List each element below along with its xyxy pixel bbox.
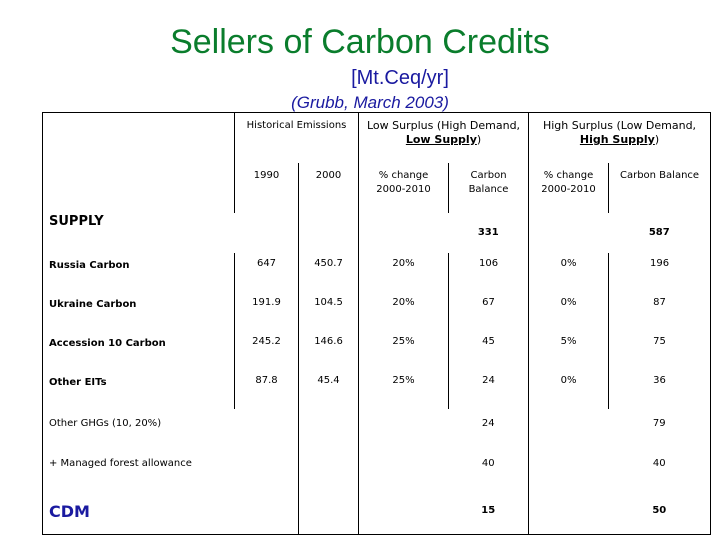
units-subtitle: [Mt.Ceq/yr] [351,67,449,89]
header-row-groups: Historical Emissions Low Surplus (High D… [42,112,712,163]
other-ghgs-label: Other GHGs (10, 20%) [42,408,235,449]
high-surplus-text: High Surplus (Low Demand, [542,119,697,132]
header-high-surplus: High Surplus (Low Demand, High Supply) [528,112,712,163]
table-row: Accession 10 Carbon 245.2 146.6 25% 45 5… [42,330,712,370]
supply-2000 [297,212,360,253]
other-ghgs-balance-high: 79 [608,408,712,449]
carbon-sellers-table: Historical Emissions Low Surplus (High D… [42,112,712,535]
cell-balance-high: 196 [608,252,712,292]
cell-balance-high: 75 [608,330,712,370]
cdm-1990 [234,488,299,535]
cell-balance-low: 106 [448,252,530,292]
cdm-row: CDM 15 50 [42,488,712,535]
cell-2000: 450.7 [297,252,360,292]
supply-row: SUPPLY 331 587 [42,212,712,253]
cell-pct-high: 0% [528,291,610,331]
cell-pct-low: 25% [358,330,450,370]
high-supply-emph: High Supply [579,133,655,146]
cell-balance-low: 45 [448,330,530,370]
supply-pct-low [358,212,449,253]
low-surplus-text: Low Surplus (High Demand, [366,119,521,132]
cell-pct-high: 5% [528,330,610,370]
header-historical: Historical Emissions [233,112,360,163]
other-ghgs-1990 [234,408,299,449]
other-ghgs-pct-low [358,408,449,449]
header-carbon-balance-high: Carbon Balance [608,162,712,213]
cdm-balance-low: 15 [448,488,530,535]
row-label: Ukraine Carbon [42,291,235,331]
forest-label: + Managed forest allowance [42,448,235,489]
supply-total-high: 587 [608,212,712,253]
cdm-label: CDM [42,488,235,535]
row-label: Russia Carbon [42,252,235,292]
cell-2000: 146.6 [297,330,360,370]
header-blank [42,112,235,163]
cell-1990: 647 [234,252,299,292]
cell-pct-high: 0% [528,369,610,409]
table-row: Other EITs 87.8 45.4 25% 24 0% 36 [42,369,712,409]
other-ghgs-2000 [297,408,360,449]
cell-2000: 45.4 [297,369,360,409]
cdm-pct-low [358,488,449,535]
header-pct-change-low: % change 2000-2010 [358,162,450,213]
cell-balance-high: 87 [608,291,712,331]
cdm-2000 [297,488,360,535]
cell-2000: 104.5 [297,291,360,331]
table-row: Russia Carbon 647 450.7 20% 106 0% 196 [42,252,712,292]
header-pct-change-high: % change 2000-2010 [528,162,610,213]
source-citation: (Grubb, March 2003) [291,93,449,112]
other-ghgs-balance-low: 24 [448,408,530,449]
forest-pct-low [358,448,449,489]
row-label: Accession 10 Carbon [42,330,235,370]
cell-pct-low: 25% [358,369,450,409]
supply-label: SUPPLY [42,212,235,253]
high-surplus-close: ) [654,133,660,146]
forest-row: + Managed forest allowance 40 40 [42,448,712,489]
header-row-columns: 1990 2000 % change 2000-2010 Carbon Bala… [42,162,712,213]
supply-pct-high [528,212,609,253]
header-1990: 1990 [234,162,299,213]
row-label: Other EITs [42,369,235,409]
forest-2000 [297,448,360,489]
forest-balance-high: 40 [608,448,712,489]
low-surplus-close: ) [476,133,482,146]
other-ghgs-pct-high [528,408,609,449]
slide-title: Sellers of Carbon Credits [170,23,550,61]
cdm-pct-high [528,488,609,535]
forest-pct-high [528,448,609,489]
header-blank-2 [42,162,235,213]
supply-label-text: SUPPLY [49,213,104,229]
supply-1990 [234,212,299,253]
forest-1990 [234,448,299,489]
cell-balance-low: 67 [448,291,530,331]
supply-total-low: 331 [448,212,530,253]
cell-balance-high: 36 [608,369,712,409]
header-carbon-balance-low: Carbon Balance [448,162,530,213]
cdm-label-text: CDM [49,501,90,521]
cell-1990: 191.9 [234,291,299,331]
cdm-balance-high: 50 [608,488,712,535]
low-supply-emph: Low Supply [405,133,477,146]
cell-1990: 87.8 [234,369,299,409]
other-ghgs-row: Other GHGs (10, 20%) 24 79 [42,408,712,449]
cell-pct-high: 0% [528,252,610,292]
header-2000: 2000 [297,162,360,213]
cell-pct-low: 20% [358,291,450,331]
cell-pct-low: 20% [358,252,450,292]
cell-balance-low: 24 [448,369,530,409]
forest-balance-low: 40 [448,448,530,489]
cell-1990: 245.2 [234,330,299,370]
table-row: Ukraine Carbon 191.9 104.5 20% 67 0% 87 [42,291,712,331]
header-low-surplus: Low Surplus (High Demand, Low Supply) [358,112,530,163]
